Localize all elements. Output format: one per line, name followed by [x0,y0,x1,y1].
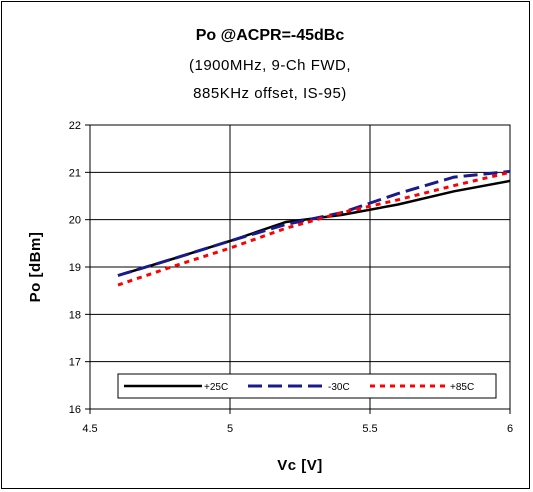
y-tick-label: 16 [69,404,81,416]
y-tick-label: 22 [69,120,81,132]
series-line [117,170,511,287]
x-tick-label: 5 [227,423,233,435]
chart-subtitle-line-2: 885KHz offset, IS-95) [193,85,347,102]
x-tick-label: 4.5 [82,423,97,435]
x-tick-label: 5.5 [362,423,377,435]
legend-label: +85C [450,382,474,393]
x-axis-title: Vc [V] [277,457,323,474]
chart-title: Po @ACPR=-45dBc [196,27,345,44]
y-tick-label: 19 [69,262,81,274]
series-line [117,169,511,277]
y-tick-label: 20 [69,215,81,227]
legend-label: +25C [204,382,228,393]
legend: +25C -30C +85C [117,373,497,399]
y-tick-label: 17 [69,357,81,369]
y-tick-label: 21 [69,167,81,179]
x-tick-label: 6 [507,423,513,435]
y-tick-label: 18 [69,309,81,321]
y-axis-title: Po [dBm] [27,232,44,303]
chart-subtitle-line-1: (1900MHz, 9-Ch FWD, [189,57,351,74]
legend-label: -30C [328,382,350,393]
series-line [117,179,511,277]
